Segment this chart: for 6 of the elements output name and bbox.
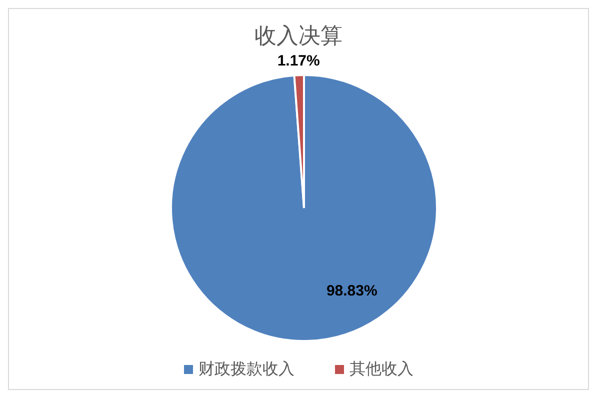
- legend-label: 其他收入: [350, 360, 414, 380]
- data-label: 98.83%: [326, 282, 378, 300]
- pie-slice: [170, 74, 438, 342]
- chart-title: 收入决算: [254, 22, 344, 50]
- data-label: 1.17%: [277, 52, 320, 70]
- legend-label: 财政拨款收入: [198, 360, 294, 380]
